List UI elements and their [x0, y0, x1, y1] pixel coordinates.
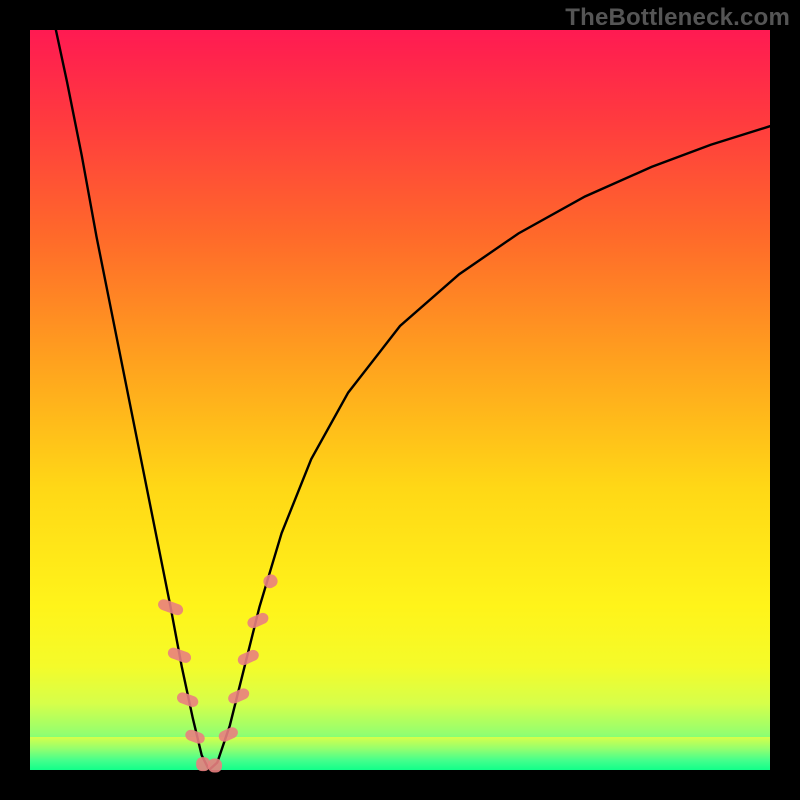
marker-blob: [208, 759, 222, 773]
chart-stage: { "canvas": { "width": 800, "height": 80…: [0, 0, 800, 800]
marker-blob: [261, 572, 280, 590]
marker-blob: [157, 598, 185, 617]
curve-svg: [0, 0, 800, 800]
curve-group: [56, 30, 770, 770]
curve-right: [209, 126, 770, 770]
watermark-text: TheBottleneck.com: [565, 4, 790, 32]
